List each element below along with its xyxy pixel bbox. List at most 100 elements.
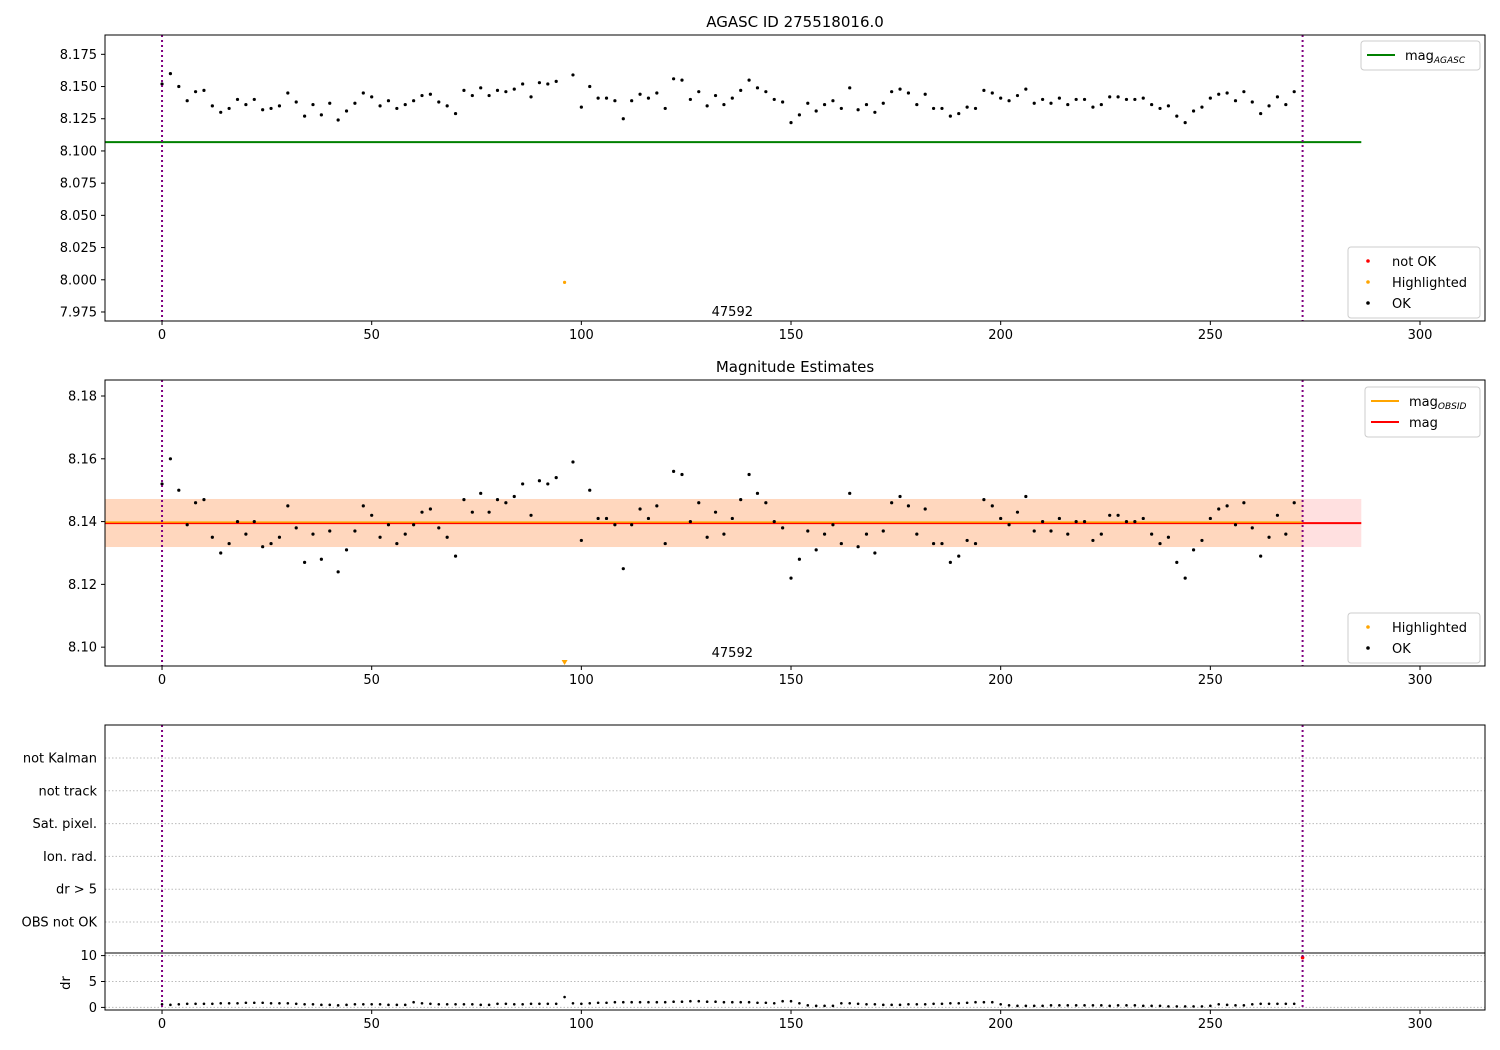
ok-point bbox=[982, 88, 986, 92]
ok-point bbox=[1150, 532, 1154, 536]
dr-point bbox=[227, 1001, 231, 1005]
highlighted-point bbox=[562, 280, 567, 284]
ok-point bbox=[680, 472, 684, 477]
ok-point bbox=[1074, 97, 1078, 102]
ok-point bbox=[965, 538, 969, 543]
ok-point bbox=[227, 106, 231, 111]
dr-point bbox=[362, 1003, 365, 1006]
ok-point bbox=[319, 557, 323, 561]
x-tick-label: 50 bbox=[363, 673, 380, 688]
ok-point bbox=[344, 548, 349, 552]
y-tick-label: 8.025 bbox=[60, 241, 97, 256]
ok-point bbox=[1183, 121, 1187, 125]
ok-point bbox=[210, 104, 214, 108]
ok-point bbox=[1250, 100, 1254, 104]
flag-label: OBS not OK bbox=[22, 916, 98, 931]
ok-point bbox=[764, 501, 768, 505]
dr-point bbox=[554, 1002, 558, 1006]
dr-point bbox=[445, 1003, 449, 1006]
ok-point bbox=[210, 535, 214, 539]
ok-point bbox=[1099, 532, 1103, 536]
ok-point bbox=[990, 504, 994, 508]
ok-point bbox=[437, 100, 441, 104]
ok-point bbox=[512, 494, 516, 499]
dr-point bbox=[605, 1001, 608, 1005]
ok-point bbox=[453, 554, 458, 558]
ok-point bbox=[822, 532, 827, 536]
ok-point bbox=[781, 526, 785, 530]
ok-point bbox=[881, 101, 885, 105]
dr-point bbox=[437, 1003, 441, 1006]
dr-point bbox=[471, 1003, 474, 1006]
ok-point bbox=[470, 510, 474, 514]
ok-point bbox=[160, 482, 164, 486]
dr-point bbox=[722, 1000, 726, 1004]
ok-point bbox=[1217, 92, 1221, 96]
ok-point bbox=[1049, 101, 1053, 105]
ok-point bbox=[1116, 513, 1120, 517]
dr-point bbox=[202, 1002, 206, 1006]
dr-point bbox=[831, 1004, 835, 1008]
dr-point bbox=[1192, 1005, 1195, 1008]
ok-point bbox=[1225, 504, 1229, 508]
ok-point bbox=[1015, 93, 1020, 98]
dr-point bbox=[915, 1003, 919, 1006]
ok-point bbox=[453, 111, 458, 116]
x-tick-label: 100 bbox=[569, 1017, 594, 1032]
dr-point bbox=[1032, 1004, 1036, 1008]
dr-point bbox=[429, 1002, 432, 1006]
ok-point bbox=[420, 510, 424, 514]
ok-point bbox=[462, 88, 466, 92]
dr-point bbox=[580, 1002, 583, 1006]
ok-point bbox=[814, 548, 818, 552]
ok-point bbox=[470, 93, 474, 98]
ok-point bbox=[311, 532, 315, 536]
ok-point bbox=[1292, 501, 1296, 505]
ok-point bbox=[931, 106, 936, 111]
axes-frame bbox=[104, 34, 1486, 322]
dr-point bbox=[890, 1003, 893, 1007]
ok-point bbox=[235, 97, 240, 102]
ok-point bbox=[185, 99, 189, 103]
dr-point bbox=[1058, 1004, 1061, 1007]
ok-point bbox=[672, 77, 676, 81]
ok-point bbox=[1057, 96, 1061, 100]
ok-point bbox=[252, 97, 256, 102]
ok-point bbox=[1166, 535, 1171, 539]
ok-point bbox=[1284, 102, 1288, 107]
y-axis-label: dr bbox=[59, 976, 74, 990]
ok-point bbox=[898, 87, 902, 91]
ok-point bbox=[1091, 538, 1095, 543]
ok-point bbox=[705, 535, 709, 539]
ok-point bbox=[940, 541, 944, 546]
dr-point bbox=[638, 1000, 642, 1004]
ok-point bbox=[1007, 99, 1011, 103]
dr-point bbox=[177, 1003, 181, 1006]
ok-point bbox=[261, 108, 265, 112]
dr-point bbox=[856, 1002, 860, 1006]
ok-point bbox=[311, 102, 315, 107]
dr-point bbox=[907, 1003, 910, 1006]
dr-point bbox=[949, 1001, 952, 1005]
ok-point bbox=[604, 516, 609, 521]
dr-point bbox=[412, 1000, 415, 1004]
ok-point bbox=[428, 92, 432, 96]
ok-point bbox=[1082, 97, 1087, 102]
dr-point bbox=[252, 1001, 256, 1005]
obsid-label: 47592 bbox=[712, 305, 753, 320]
ok-point bbox=[848, 86, 852, 90]
dr-point bbox=[1158, 1004, 1162, 1008]
dr-point bbox=[479, 1003, 483, 1007]
ok-point bbox=[1091, 105, 1095, 109]
ok-point bbox=[302, 114, 307, 118]
y-tick-label: 8.125 bbox=[60, 112, 97, 127]
ok-point bbox=[613, 99, 617, 103]
ok-point bbox=[1024, 494, 1028, 499]
ok-point bbox=[302, 560, 307, 564]
ok-point bbox=[1099, 102, 1103, 107]
ok-point bbox=[378, 104, 382, 108]
legend-dot-marker bbox=[1366, 259, 1370, 263]
dr-point bbox=[621, 1000, 625, 1004]
ok-point bbox=[1250, 526, 1254, 530]
dr-point bbox=[462, 1003, 466, 1006]
